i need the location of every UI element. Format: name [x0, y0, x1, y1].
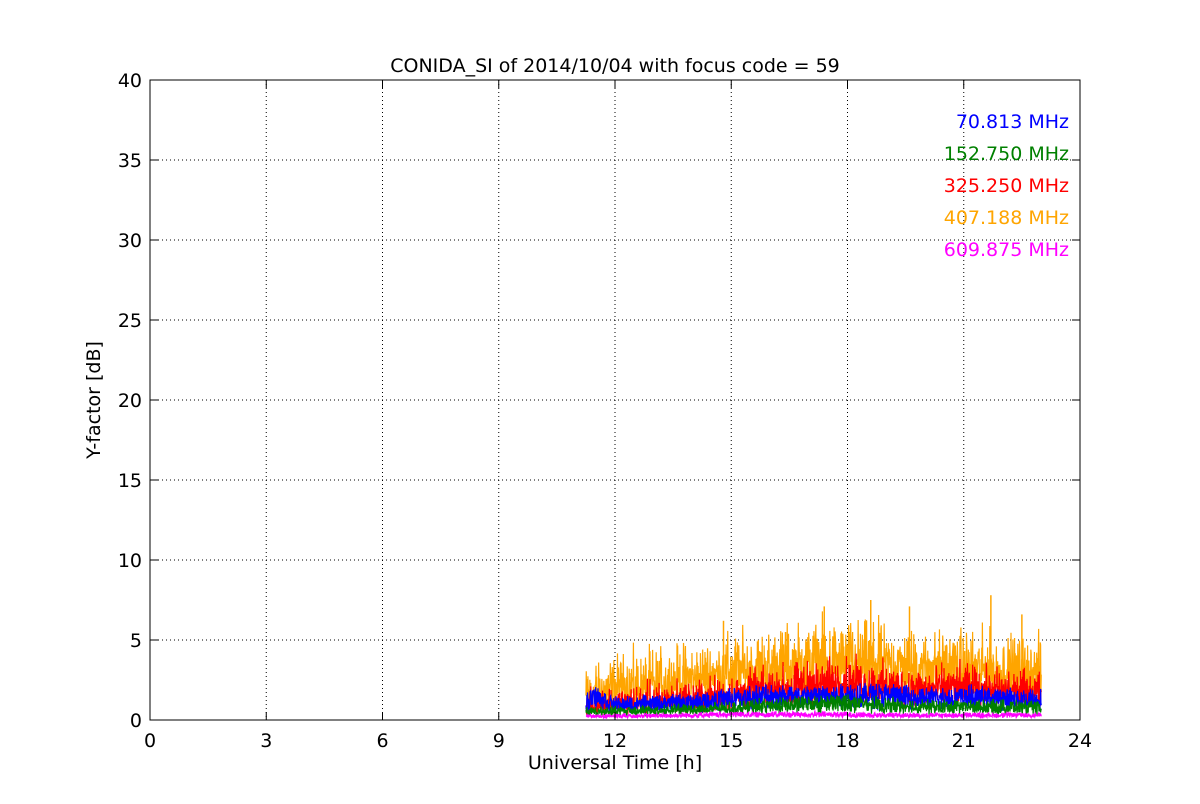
x-tick-label: 24 [1068, 730, 1092, 752]
x-tick-label: 3 [260, 730, 272, 752]
series-line-0 [585, 682, 1042, 714]
x-tick-label: 18 [835, 730, 859, 752]
series-layer [585, 595, 1042, 720]
x-tick-label: 6 [376, 730, 388, 752]
y-tick-label: 20 [118, 390, 142, 412]
y-tick-label: 5 [130, 630, 142, 652]
x-tick-label: 9 [493, 730, 505, 752]
x-axis-label: Universal Time [h] [528, 752, 702, 774]
chart-title: CONIDA_SI of 2014/10/04 with focus code … [390, 55, 840, 77]
legend-entry: 152.750 MHz [944, 143, 1069, 165]
grid-layer [150, 80, 1080, 720]
x-tick-label: 21 [952, 730, 976, 752]
series-line-1 [585, 694, 1042, 718]
y-tick-label: 10 [118, 550, 142, 572]
y-axis-label: Y-factor [dB] [83, 341, 105, 460]
series-line-4 [585, 708, 1042, 720]
legend-entry: 70.813 MHz [956, 111, 1069, 133]
legend: 70.813 MHz 152.750 MHz 325.250 MHz 407.188 … [944, 111, 1069, 261]
y-tick-label: 35 [118, 150, 142, 172]
ticks-layer: 0 3 6 9 12 15 18 21 24 0 5 10 15 20 25 30 35 40 [118, 70, 1092, 752]
y-tick-label: 0 [130, 710, 142, 732]
legend-entry: 609.875 MHz [944, 239, 1069, 261]
legend-entry: 407.188 MHz [944, 207, 1069, 229]
legend-entry: 325.250 MHz [944, 175, 1069, 197]
x-tick-label: 0 [144, 730, 156, 752]
y-tick-label: 25 [118, 310, 142, 332]
y-tick-label: 40 [118, 70, 142, 92]
x-tick-label: 15 [719, 730, 743, 752]
y-tick-label: 30 [118, 230, 142, 252]
x-tick-label: 12 [603, 730, 627, 752]
y-tick-label: 15 [118, 470, 142, 492]
